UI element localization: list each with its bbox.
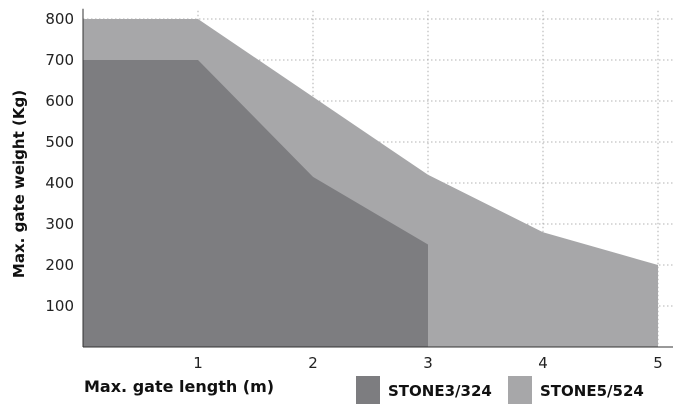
y-tick-label-700: 700	[45, 51, 74, 69]
y-tick-label-200: 200	[45, 256, 74, 274]
y-tick-label-600: 600	[45, 92, 74, 110]
y-tick-label-100: 100	[45, 297, 74, 315]
x-tick-label-2: 2	[308, 354, 318, 372]
legend-swatch-stone3-324	[356, 376, 380, 404]
y-tick-label-400: 400	[45, 174, 74, 192]
plot-areas	[83, 19, 658, 347]
legend-label-stone5-524: STONE5/524	[540, 382, 644, 400]
legend-swatch-stone5-524	[508, 376, 532, 404]
x-tick-label-5: 5	[653, 354, 663, 372]
x-tick-labels: 1 2 3 4 5	[193, 354, 663, 372]
y-tick-label-800: 800	[45, 10, 74, 28]
y-tick-label-300: 300	[45, 215, 74, 233]
legend-label-stone3-324: STONE3/324	[388, 382, 492, 400]
x-tick-label-1: 1	[193, 354, 203, 372]
x-tick-label-3: 3	[423, 354, 433, 372]
y-tick-label-500: 500	[45, 133, 74, 151]
axes	[82, 8, 673, 348]
x-tick-label-4: 4	[538, 354, 548, 372]
x-axis-label: Max. gate length (m)	[84, 377, 274, 396]
legend: STONE3/324 STONE5/524	[356, 376, 644, 404]
y-axis-label: Max. gate weight (Kg)	[10, 90, 28, 278]
area-stone3-324	[83, 60, 428, 347]
y-tick-labels: 100 200 300 400 500 600 700 800	[45, 10, 74, 315]
